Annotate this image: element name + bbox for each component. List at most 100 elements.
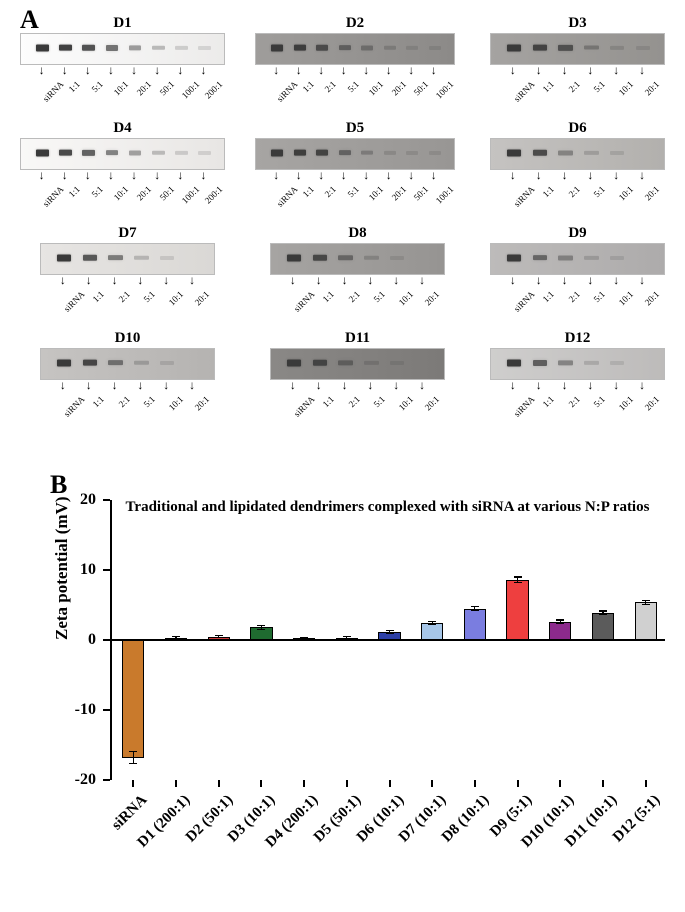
down-arrow-icon: ↓ — [536, 169, 542, 181]
gel-band — [152, 45, 165, 50]
down-arrow-icon: ↓ — [154, 64, 160, 76]
x-tick-mark — [389, 780, 391, 787]
arrow-row: ↓↓↓↓↓↓ — [490, 275, 665, 287]
gel-lane-label: 200:1 — [203, 79, 225, 101]
gel-lane-label: 10:1 — [397, 394, 415, 412]
down-arrow-icon: ↓ — [39, 64, 45, 76]
gel-title: D7 — [40, 225, 215, 242]
gel-lane-label: siRNA — [275, 79, 300, 104]
gel-band — [429, 151, 441, 155]
gel-band — [82, 44, 95, 51]
gel-band — [507, 149, 521, 156]
gel-lane-label: 5:1 — [142, 289, 157, 304]
gel-lane-label: 10:1 — [617, 394, 635, 412]
gel-lane-label: 10:1 — [367, 184, 385, 202]
down-arrow-icon: ↓ — [613, 274, 619, 286]
x-tick-mark — [260, 780, 262, 787]
down-arrow-icon: ↓ — [163, 379, 169, 391]
gel-lane-label: siRNA — [62, 289, 87, 314]
gel-lane-label: siRNA — [512, 184, 537, 209]
gel-lane-label: siRNA — [62, 394, 87, 419]
down-arrow-icon: ↓ — [510, 379, 516, 391]
gel-band — [610, 361, 624, 365]
y-axis-title: Zeta potential (mV) — [52, 496, 72, 640]
down-arrow-icon: ↓ — [200, 169, 206, 181]
down-arrow-icon: ↓ — [393, 379, 399, 391]
label-row: siRNA1:12:15:110:120:1 — [490, 182, 665, 200]
gel-lane-label: siRNA — [512, 289, 537, 314]
label-row: siRNA1:12:15:110:120:150:1100:1 — [255, 77, 455, 95]
gel-lane-label: 2:1 — [116, 289, 131, 304]
down-arrow-icon: ↓ — [408, 64, 414, 76]
down-arrow-icon: ↓ — [163, 274, 169, 286]
gel-image — [40, 243, 215, 275]
error-cap — [471, 610, 479, 611]
gel-lane-label: 5:1 — [345, 79, 360, 94]
gel-lane-label: 10:1 — [167, 289, 185, 307]
gel-lane-label: 10:1 — [167, 394, 185, 412]
gel-band — [108, 360, 122, 366]
down-arrow-icon: ↓ — [177, 169, 183, 181]
gel-lane-label: siRNA — [40, 184, 65, 209]
gel-lane-label: 10:1 — [617, 184, 635, 202]
gel-band — [558, 360, 572, 365]
gel-band — [339, 150, 351, 156]
gel-title: D5 — [255, 120, 455, 137]
gel-image — [490, 348, 665, 380]
error-cap — [514, 582, 522, 583]
gel-band — [584, 45, 598, 50]
arrow-row: ↓↓↓↓↓↓ — [40, 275, 215, 287]
gel-lane-label: 1:1 — [320, 394, 335, 409]
x-tick-mark — [517, 780, 519, 787]
gel-band — [108, 255, 122, 261]
gel-band — [129, 150, 142, 155]
plot-inner: -20-1001020siRNAD1 (200:1)D2 (50:1)D3 (1… — [110, 500, 665, 780]
gel-lane-label: 1:1 — [90, 394, 105, 409]
gel-lane-label: 10:1 — [112, 184, 130, 202]
error-cap — [386, 630, 394, 631]
error-cap — [386, 633, 394, 634]
gel-lane-label: 1:1 — [320, 289, 335, 304]
gel-lane-label: 1:1 — [540, 184, 555, 199]
gel-band — [316, 149, 328, 156]
gel-lane-label: siRNA — [292, 289, 317, 314]
arrow-row: ↓↓↓↓↓↓ — [490, 170, 665, 182]
gel-lane-label: 2:1 — [346, 394, 361, 409]
error-cap — [129, 751, 137, 752]
arrow-row: ↓↓↓↓↓↓↓↓ — [255, 65, 455, 77]
gel-band — [584, 360, 598, 364]
error-cap — [428, 624, 436, 625]
down-arrow-icon: ↓ — [189, 379, 195, 391]
gel-band — [364, 360, 378, 364]
gel-band — [390, 360, 404, 364]
gel-lane-label: 20:1 — [193, 394, 211, 412]
gel-lane-label: 10:1 — [367, 79, 385, 97]
down-arrow-icon: ↓ — [562, 274, 568, 286]
down-arrow-icon: ↓ — [296, 169, 302, 181]
down-arrow-icon: ↓ — [510, 169, 516, 181]
bar — [464, 609, 486, 641]
gel-title: D10 — [40, 330, 215, 347]
gel-block-D5: D5↓↓↓↓↓↓↓↓siRNA1:12:15:110:120:150:1100:… — [255, 120, 455, 200]
error-cap — [428, 621, 436, 622]
down-arrow-icon: ↓ — [131, 64, 137, 76]
gel-band — [390, 255, 404, 259]
gel-band — [294, 44, 306, 51]
down-arrow-icon: ↓ — [613, 379, 619, 391]
label-row: siRNA1:12:15:110:120:1 — [270, 287, 445, 305]
gel-band — [134, 255, 148, 260]
gel-band — [175, 45, 188, 49]
gel-lane-label: 10:1 — [397, 289, 415, 307]
gel-band — [160, 360, 174, 364]
y-tick-label: 20 — [80, 491, 110, 509]
gel-band — [610, 150, 624, 154]
gel-band — [36, 149, 49, 156]
x-tick-mark — [474, 780, 476, 787]
gel-lane-label: siRNA — [275, 184, 300, 209]
gel-lane-label: 5:1 — [89, 184, 104, 199]
chart-title: Traditional and lipidated dendrimers com… — [110, 498, 665, 518]
gel-lane-label: 200:1 — [203, 184, 225, 206]
down-arrow-icon: ↓ — [85, 169, 91, 181]
gel-block-D9: D9↓↓↓↓↓↓siRNA1:12:15:110:120:1 — [490, 225, 665, 305]
gel-band — [636, 45, 650, 49]
